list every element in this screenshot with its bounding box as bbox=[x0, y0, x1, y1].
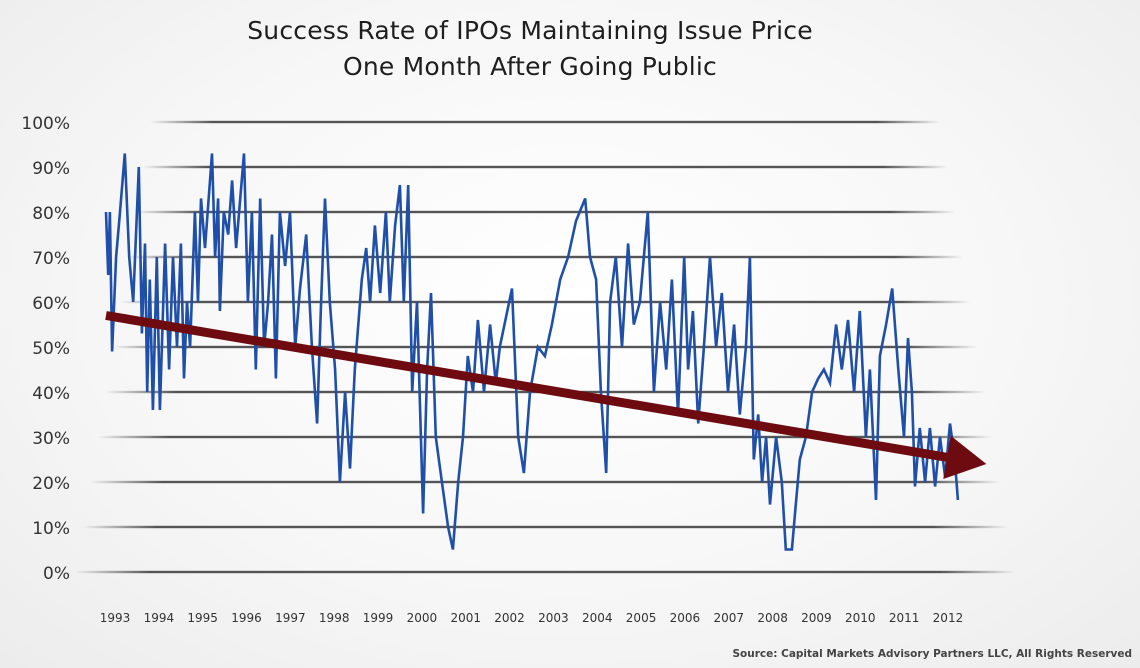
x-tick-label: 1999 bbox=[363, 611, 394, 625]
x-tick-label: 1995 bbox=[187, 611, 218, 625]
x-tick-label: 1994 bbox=[144, 611, 175, 625]
source-note: Source: Capital Markets Advisory Partner… bbox=[732, 648, 1132, 660]
y-tick-label: 90% bbox=[32, 159, 70, 179]
x-tick-label: 2006 bbox=[670, 611, 701, 625]
gridline bbox=[150, 120, 940, 124]
y-tick-label: 10% bbox=[32, 519, 70, 539]
gridline bbox=[82, 525, 1008, 529]
y-tick-label: 20% bbox=[32, 474, 70, 494]
x-tick-label: 2010 bbox=[845, 611, 876, 625]
y-tick-label: 50% bbox=[32, 339, 70, 359]
x-tick-label: 1996 bbox=[231, 611, 262, 625]
gridline bbox=[75, 570, 1015, 574]
x-tick-label: 2001 bbox=[450, 611, 481, 625]
chart-subtitle: One Month After Going Public bbox=[343, 52, 717, 81]
series-line bbox=[104, 153, 960, 551]
trend-line bbox=[105, 311, 948, 462]
y-tick-label: 80% bbox=[32, 204, 70, 224]
x-tick-label: 2003 bbox=[538, 611, 569, 625]
gridline bbox=[120, 300, 970, 304]
y-tick-label: 40% bbox=[32, 384, 70, 404]
y-tick-label: 70% bbox=[32, 249, 70, 269]
trend-arrowhead bbox=[943, 435, 987, 480]
x-tick-label: 2007 bbox=[713, 611, 744, 625]
x-tick-label: 2008 bbox=[757, 611, 788, 625]
x-tick-label: 2012 bbox=[933, 611, 964, 625]
x-tick-label: 1997 bbox=[275, 611, 306, 625]
y-tick-label: 30% bbox=[32, 429, 70, 449]
y-tick-label: 60% bbox=[32, 294, 70, 314]
gridline bbox=[135, 210, 955, 214]
gridline bbox=[127, 255, 963, 259]
gridline bbox=[112, 345, 978, 349]
y-tick-label: 100% bbox=[21, 114, 70, 134]
gridline bbox=[142, 165, 948, 169]
x-tick-label: 2005 bbox=[626, 611, 657, 625]
x-tick-label: 2004 bbox=[582, 611, 613, 625]
y-tick-label: 0% bbox=[43, 564, 70, 584]
x-tick-label: 2000 bbox=[407, 611, 438, 625]
gridline bbox=[90, 480, 1000, 484]
chart-title: Success Rate of IPOs Maintaining Issue P… bbox=[247, 16, 813, 45]
x-tick-label: 2002 bbox=[494, 611, 525, 625]
x-tick-label: 1998 bbox=[319, 611, 350, 625]
x-tick-label: 2009 bbox=[801, 611, 832, 625]
x-tick-label: 2011 bbox=[889, 611, 920, 625]
x-tick-label: 1993 bbox=[100, 611, 131, 625]
gridline bbox=[97, 435, 993, 439]
